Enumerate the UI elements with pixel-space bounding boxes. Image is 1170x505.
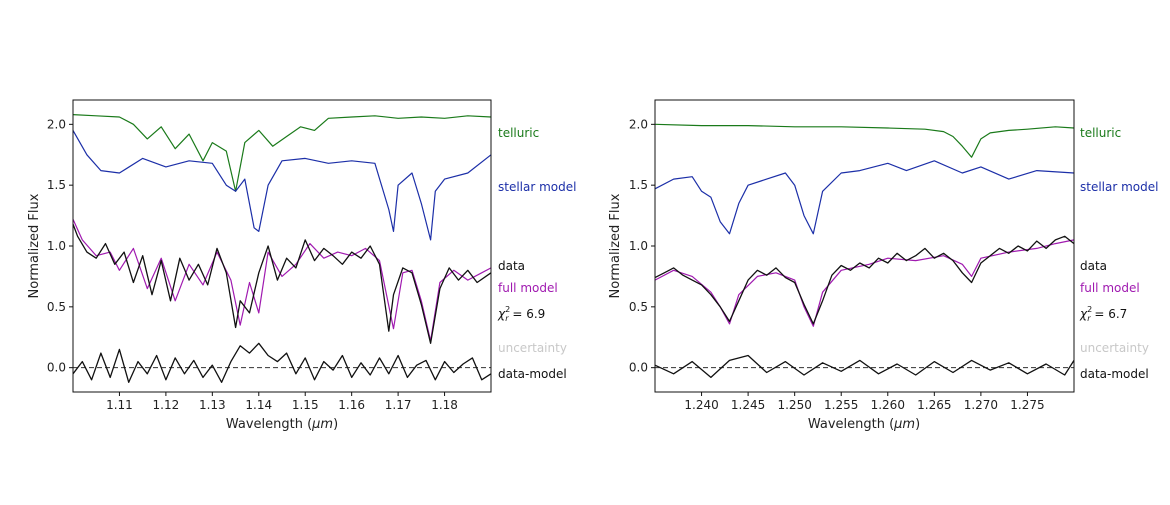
x-tick-label: 1.12	[153, 398, 180, 412]
stellar-line	[654, 160, 1075, 235]
right-legend-full-model: full model	[1080, 281, 1140, 295]
right-ticks: 1.240 1.245 1.250 1.255 1.260 1.265 1.270 1.275…	[629, 117, 1045, 412]
right-spectrum-panel: 1.240 1.245 1.250 1.255 1.260 1.265 1.270 1.275…	[608, 99, 1158, 432]
x-tick-label: 1.15	[292, 398, 319, 412]
data-line	[72, 223, 492, 344]
y-tick-label: 1.5	[47, 178, 66, 192]
x-tick-label: 1.18	[431, 398, 458, 412]
right-legend-chi2: χ2 r = 6.7	[1079, 305, 1127, 323]
x-tick-label: 1.11	[106, 398, 133, 412]
right-legend-data: data	[1080, 259, 1107, 273]
right-plot-frame	[654, 99, 1075, 393]
right-legend-stellar-model: stellar model	[1080, 180, 1158, 194]
y-tick-label: 0.5	[47, 300, 66, 314]
left-ticks: 1.11 1.12 1.13 1.14 1.15 1.16 1.17 1.18 0.0 0.5 1.…	[47, 117, 458, 412]
x-tick-label: 1.14	[245, 398, 272, 412]
y-tick-label: 0.5	[629, 300, 648, 314]
residual-line	[654, 354, 1075, 379]
left-legend: telluric stellar model data full model χ…	[497, 126, 576, 381]
left-x-axis-title: Wavelength (μm)	[226, 417, 338, 432]
y-tick-label: 1.0	[47, 239, 66, 253]
full-line	[72, 218, 492, 342]
x-tick-label: 1.245	[731, 398, 765, 412]
x-tick-label: 1.250	[777, 398, 811, 412]
right-y-axis-title: Normalized Flux	[608, 193, 623, 298]
x-tick-label: 1.275	[1010, 398, 1044, 412]
y-tick-label: 0.0	[47, 361, 66, 375]
right-x-axis-title: Wavelength (μm)	[808, 417, 920, 432]
stellar-line	[72, 130, 492, 241]
data-line	[654, 235, 1075, 325]
x-tick-label: 1.255	[824, 398, 858, 412]
telluric-line	[654, 123, 1075, 158]
left-y-axis-title: Normalized Flux	[27, 193, 42, 298]
left-plot-lines	[72, 114, 492, 383]
left-legend-telluric: telluric	[498, 126, 539, 140]
x-tick-label: 1.265	[917, 398, 951, 412]
left-legend-chi2: χ2 r = 6.9	[497, 305, 545, 323]
left-legend-stellar-model: stellar model	[498, 180, 576, 194]
left-legend-data-model: data-model	[498, 367, 567, 381]
y-tick-label: 2.0	[629, 117, 648, 131]
left-legend-data: data	[498, 259, 525, 273]
x-tick-label: 1.16	[338, 398, 365, 412]
telluric-line	[72, 114, 492, 192]
x-tick-label: 1.13	[199, 398, 226, 412]
y-tick-label: 2.0	[47, 117, 66, 131]
left-spectrum-panel: 1.11 1.12 1.13 1.14 1.15 1.16 1.17 1.18 0.0 0.5 1.…	[27, 99, 576, 432]
y-tick-label: 0.0	[629, 361, 648, 375]
left-legend-full-model: full model	[498, 281, 558, 295]
y-tick-label: 1.0	[629, 239, 648, 253]
right-legend-telluric: telluric	[1080, 126, 1121, 140]
left-legend-uncertainty: uncertainty	[498, 341, 567, 355]
right-legend: telluric stellar model data full model χ…	[1079, 126, 1158, 381]
right-legend-uncertainty: uncertainty	[1080, 341, 1149, 355]
full-line	[654, 239, 1075, 327]
residual-line	[72, 342, 492, 383]
x-tick-label: 1.270	[964, 398, 998, 412]
x-tick-label: 1.240	[684, 398, 718, 412]
x-tick-label: 1.260	[871, 398, 905, 412]
right-legend-data-model: data-model	[1080, 367, 1149, 381]
right-plot-lines	[654, 123, 1075, 379]
left-plot-frame	[72, 99, 492, 393]
x-tick-label: 1.17	[385, 398, 412, 412]
y-tick-label: 1.5	[629, 178, 648, 192]
